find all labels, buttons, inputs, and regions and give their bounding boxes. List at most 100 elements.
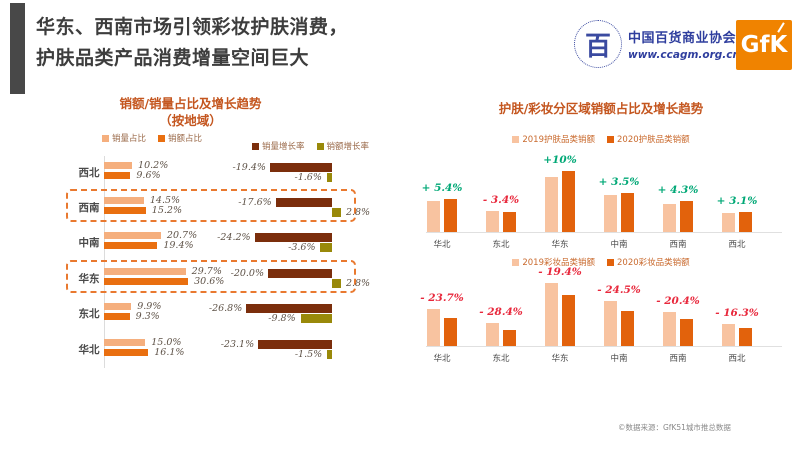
skincare-2019-bar: [604, 194, 617, 232]
skincare-growth-label: + 3.5%: [598, 176, 640, 189]
sales-value-share-bar: [104, 242, 158, 249]
value-growth-label: -1.6%: [294, 171, 322, 183]
sales-value-share-bar: [104, 172, 131, 179]
skincare-category-label: 中南: [610, 240, 628, 250]
skincare-category-label: 东北: [492, 240, 510, 250]
sales-value-share-label: 19.4%: [163, 239, 194, 251]
sales-volume-share-bar: [104, 268, 186, 275]
data-source-footer: ©数据来源：GfK51城市推总数据: [618, 423, 731, 432]
legend-label: 销额占比: [168, 134, 203, 144]
left-chart-title-line1: 销额/销量占比及增长趋势: [119, 96, 262, 111]
makeup-2019-bar: [604, 300, 617, 346]
skincare-growth-label: +10%: [543, 154, 577, 167]
skincare-2020-bar: [562, 171, 575, 232]
makeup-category-label: 华东: [551, 354, 569, 364]
legend-swatch: [512, 135, 520, 143]
volume-growth-label: -24.2%: [217, 231, 251, 243]
makeup-2019-bar: [427, 308, 440, 346]
skincare-2019-bar: [427, 201, 440, 232]
legend-label: 销量增长率: [262, 142, 305, 152]
skincare-chart-legend: 2019护肤品类销额 2020护肤品类销额: [420, 133, 782, 145]
volume-growth-bar: [269, 163, 332, 172]
value-growth-bar: [300, 314, 332, 323]
sales-volume-share-label: 9.9%: [137, 300, 162, 312]
slide-title-line2: 护肤品类产品消费增量空间巨大: [36, 47, 310, 69]
sales-value-share-label: 9.3%: [135, 310, 160, 322]
volume-growth-bar: [275, 198, 332, 207]
region-label: 华北: [78, 343, 100, 356]
skincare-2019-bar: [663, 204, 676, 232]
makeup-axis: [426, 346, 782, 347]
slide-title: 华东、西南市场引领彩妆护肤消费， 护肤品类产品消费增量空间巨大: [36, 12, 348, 74]
makeup-category-label: 西北: [728, 354, 746, 364]
makeup-growth-label: - 16.3%: [715, 306, 759, 319]
region-label: 中南: [78, 236, 100, 249]
association-logo-text: 中国百货商业协会 www.ccagm.org.cn: [628, 27, 740, 61]
skincare-category-label: 华东: [551, 240, 569, 250]
sales-volume-share-label: 29.7%: [191, 265, 222, 277]
legend-label: 销额增长率: [326, 142, 370, 152]
legend-swatch: [512, 258, 520, 266]
makeup-category-label: 中南: [610, 354, 628, 364]
sales-volume-share-label: 15.0%: [151, 336, 182, 348]
sales-value-share-label: 15.2%: [151, 204, 182, 216]
sales-value-share-bar: [104, 313, 130, 320]
legend-label: 2019彩妆品类销额: [522, 258, 595, 268]
volume-growth-label: -19.4%: [232, 161, 266, 173]
legend-swatch: [316, 142, 324, 150]
sales-volume-share-bar: [104, 232, 161, 239]
makeup-growth-label: - 20.4%: [656, 294, 700, 307]
skincare-2020-bar: [680, 201, 693, 232]
sales-value-share-bar: [104, 278, 189, 285]
sales-value-share-label: 30.6%: [194, 275, 225, 287]
sales-value-share-bar: [104, 207, 146, 214]
volume-growth-label: -26.8%: [208, 302, 243, 314]
value-growth-label: 2.8%: [345, 277, 371, 289]
skincare-category-label: 西北: [728, 240, 746, 250]
left-chart-share-legend: 销量占比 销额占比: [102, 132, 202, 144]
legend-item: 销额占比: [158, 132, 202, 144]
makeup-2019-bar: [722, 323, 735, 346]
makeup-growth-label: - 28.4%: [479, 306, 523, 318]
makeup-2020-bar: [503, 330, 516, 346]
skincare-2019-bar: [722, 213, 735, 232]
sales-volume-share-bar: [104, 197, 144, 204]
slide-title-line1: 华东、西南市场引领彩妆护肤消费，: [36, 16, 349, 38]
value-growth-label: -9.8%: [268, 312, 296, 324]
legend-item: 2020护肤品类销额: [607, 133, 690, 145]
legend-item: 2019护肤品类销额: [512, 133, 595, 145]
volume-growth-label: -20.0%: [230, 267, 264, 279]
volume-growth-bar: [246, 304, 332, 313]
highlight-box: [66, 260, 356, 293]
makeup-growth-label: - 24.5%: [597, 283, 641, 296]
makeup-category-label: 华北: [433, 354, 451, 364]
makeup-2019-bar: [663, 311, 676, 346]
skincare-2019-bar: [486, 211, 499, 232]
volume-growth-label: -23.1%: [220, 338, 255, 350]
legend-label: 2020护肤品类销额: [617, 135, 690, 145]
association-url: www.ccagm.org.cn: [628, 49, 740, 61]
legend-swatch: [252, 142, 259, 150]
sales-volume-share-bar: [104, 339, 146, 346]
makeup-2020-bar: [680, 319, 693, 346]
value-growth-bar: [332, 208, 341, 217]
sales-volume-share-label: 14.5%: [149, 194, 181, 206]
value-growth-label: 2.8%: [345, 206, 371, 218]
title-accent-bar: [10, 3, 25, 94]
skincare-2019-bar: [545, 176, 558, 232]
skincare-2020-bar: [444, 198, 457, 232]
legend-swatch: [607, 135, 614, 143]
region-label: 东北: [78, 307, 100, 320]
left-chart-growth-legend: 销量增长率 销额增长率: [252, 140, 369, 152]
makeup-2020-bar: [739, 327, 752, 346]
legend-item: 2020彩妆品类销额: [607, 256, 690, 268]
legend-swatch: [607, 258, 614, 266]
left-chart-title-line2: （按地域）: [159, 113, 222, 128]
gfk-logo: GfK: [736, 20, 792, 70]
legend-item: 销额增长率: [316, 140, 370, 152]
volume-growth-bar: [258, 340, 332, 349]
legend-label: 销量占比: [112, 134, 147, 144]
region-label: 西北: [78, 166, 100, 179]
